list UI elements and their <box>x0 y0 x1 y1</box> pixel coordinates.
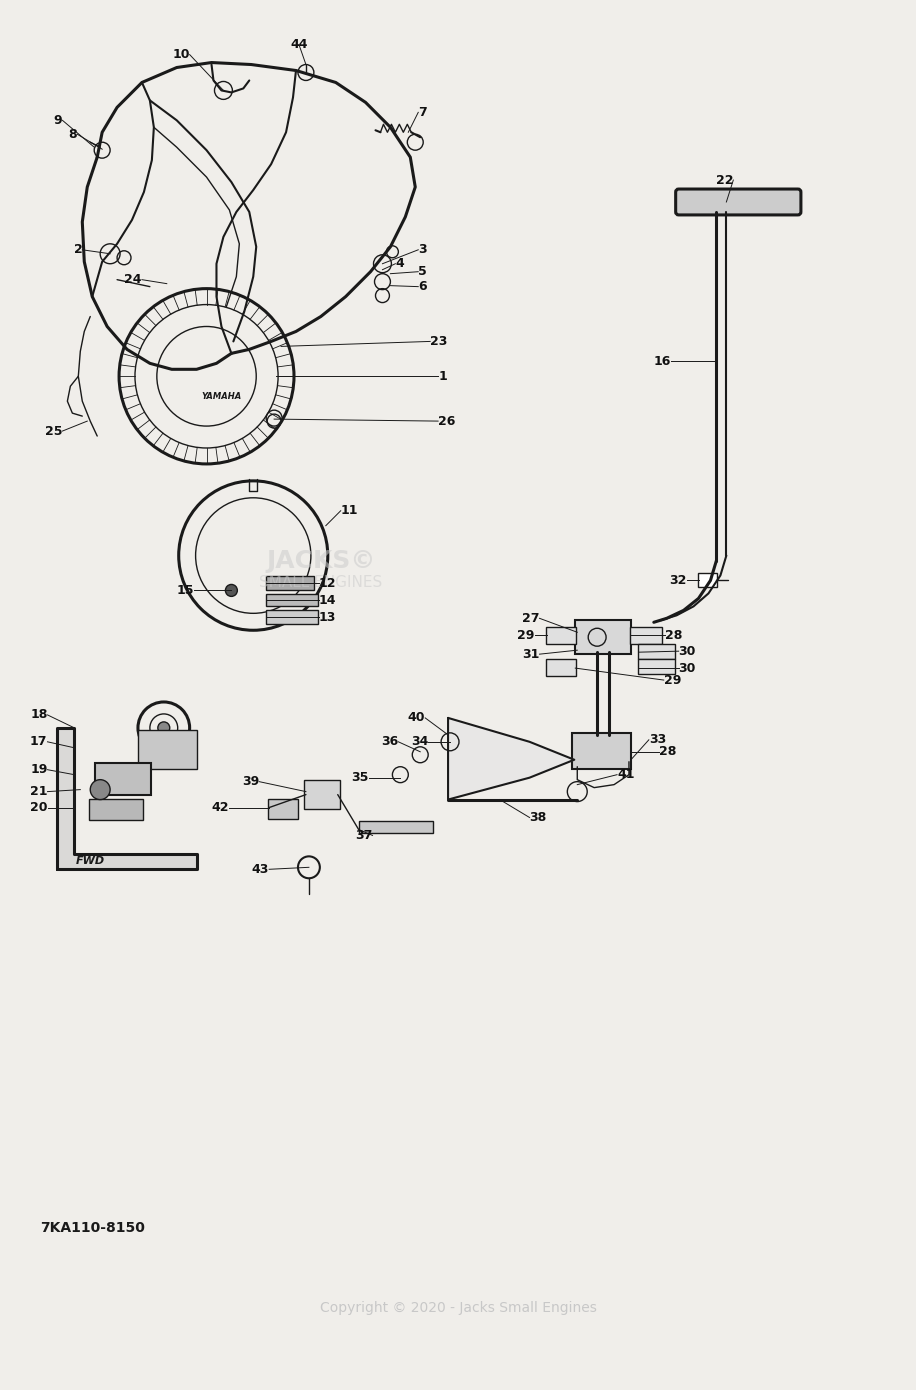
Text: FWD: FWD <box>76 856 104 866</box>
Text: 11: 11 <box>341 505 358 517</box>
FancyBboxPatch shape <box>304 780 340 809</box>
Text: 19: 19 <box>30 763 48 776</box>
FancyBboxPatch shape <box>95 763 151 795</box>
Text: 20: 20 <box>30 801 48 815</box>
Text: JACKS©: JACKS© <box>266 549 376 573</box>
Text: 41: 41 <box>617 769 635 781</box>
FancyBboxPatch shape <box>267 610 318 624</box>
Text: 16: 16 <box>653 354 671 368</box>
Text: 29: 29 <box>518 628 535 642</box>
Text: 23: 23 <box>431 335 448 348</box>
FancyBboxPatch shape <box>358 821 433 834</box>
Polygon shape <box>448 717 574 799</box>
Circle shape <box>158 721 169 734</box>
Text: 7: 7 <box>419 106 427 118</box>
Text: 34: 34 <box>410 735 428 748</box>
Text: 6: 6 <box>419 281 427 293</box>
Text: 30: 30 <box>679 645 696 657</box>
FancyBboxPatch shape <box>572 733 631 769</box>
Text: 3: 3 <box>419 243 427 256</box>
Text: 32: 32 <box>670 574 687 587</box>
Text: 22: 22 <box>715 174 734 186</box>
Text: 15: 15 <box>176 584 193 596</box>
Text: YAMAHA: YAMAHA <box>202 392 242 400</box>
Text: 2: 2 <box>73 243 82 256</box>
Text: 9: 9 <box>54 114 62 126</box>
Text: 44: 44 <box>290 38 308 51</box>
Polygon shape <box>58 728 197 869</box>
Text: 37: 37 <box>355 828 373 842</box>
Text: 43: 43 <box>252 863 269 876</box>
FancyBboxPatch shape <box>676 189 801 215</box>
Text: SMALL ENGINES: SMALL ENGINES <box>259 575 383 589</box>
Text: 38: 38 <box>529 810 547 824</box>
Text: 24: 24 <box>125 274 142 286</box>
FancyBboxPatch shape <box>638 659 675 674</box>
Text: 28: 28 <box>665 628 682 642</box>
FancyBboxPatch shape <box>630 627 661 644</box>
Text: 39: 39 <box>242 776 259 788</box>
Text: 25: 25 <box>45 424 62 438</box>
FancyBboxPatch shape <box>575 620 631 655</box>
Text: 29: 29 <box>664 674 682 687</box>
Text: 40: 40 <box>408 712 425 724</box>
FancyBboxPatch shape <box>698 574 717 588</box>
Text: 14: 14 <box>319 594 336 607</box>
Text: 1: 1 <box>438 370 447 382</box>
Text: 7KA110-8150: 7KA110-8150 <box>40 1220 146 1234</box>
Text: 5: 5 <box>419 265 427 278</box>
FancyBboxPatch shape <box>267 577 314 591</box>
Text: Copyright © 2020 - Jacks Small Engines: Copyright © 2020 - Jacks Small Engines <box>320 1301 596 1315</box>
Text: 36: 36 <box>381 735 398 748</box>
FancyBboxPatch shape <box>638 644 675 659</box>
FancyBboxPatch shape <box>547 659 576 676</box>
Text: 26: 26 <box>438 414 455 428</box>
FancyBboxPatch shape <box>89 799 143 820</box>
Text: 17: 17 <box>30 735 48 748</box>
Text: 31: 31 <box>522 648 540 660</box>
Text: 18: 18 <box>30 709 48 721</box>
Circle shape <box>91 780 110 799</box>
Text: 42: 42 <box>212 801 229 815</box>
FancyBboxPatch shape <box>547 627 576 644</box>
Text: 33: 33 <box>649 734 666 746</box>
Text: 30: 30 <box>679 662 696 674</box>
Text: 13: 13 <box>319 610 336 624</box>
Text: 35: 35 <box>351 771 368 784</box>
FancyBboxPatch shape <box>268 799 298 819</box>
FancyBboxPatch shape <box>138 730 197 769</box>
Text: 10: 10 <box>172 49 190 61</box>
Text: 8: 8 <box>69 128 77 140</box>
Text: 12: 12 <box>319 577 336 589</box>
Text: 21: 21 <box>30 785 48 798</box>
Text: 4: 4 <box>396 257 404 270</box>
FancyBboxPatch shape <box>267 595 318 606</box>
Text: 28: 28 <box>659 745 676 759</box>
Circle shape <box>225 584 237 596</box>
Text: 27: 27 <box>522 612 540 626</box>
